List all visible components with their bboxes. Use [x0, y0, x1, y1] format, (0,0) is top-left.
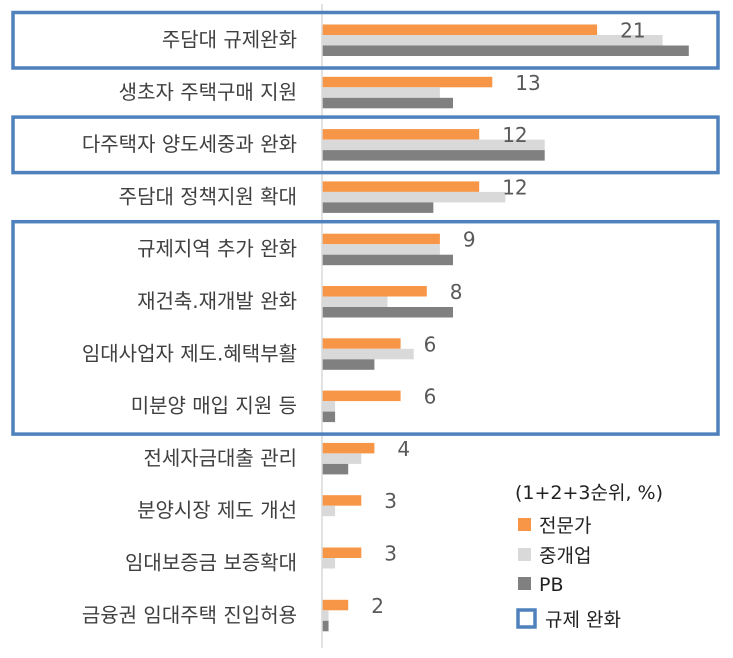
bar-series-2-cat-12	[322, 610, 329, 621]
bar-series-1-cat-11	[322, 547, 362, 558]
value-label: 3	[384, 542, 397, 566]
value-label: 6	[424, 385, 437, 409]
bar-series-3-cat-4	[322, 202, 434, 213]
bar-series-3-cat-9	[322, 463, 349, 475]
category-label: 금융권 임대주택 진입허용	[82, 603, 297, 627]
bar-series-1-cat-1	[322, 24, 598, 35]
bar-series-3-cat-2	[322, 97, 453, 109]
value-label: 21	[620, 19, 645, 43]
category-label: 임대보증금 보증확대	[125, 551, 297, 575]
bar-series-3-cat-6	[322, 307, 453, 318]
bar-series-1-cat-7	[322, 338, 401, 349]
category-label: 다주택자 양도세중과 완화	[82, 132, 297, 156]
bar-series-2-cat-2	[322, 87, 440, 98]
value-label: 3	[384, 489, 397, 513]
bar-series-2-cat-1	[322, 35, 663, 46]
bar-series-2-cat-9	[322, 453, 362, 464]
value-label: 4	[397, 437, 410, 461]
category-label: 미분양 매입 지원 등	[131, 394, 297, 418]
bar-series-2-cat-3	[322, 139, 545, 151]
legend-label-highlight: 규제 완화	[545, 609, 621, 631]
category-label: 임대사업자 제도.혜택부활	[82, 341, 297, 365]
value-label: 12	[502, 175, 527, 199]
legend-note: (1+2+3순위, %)	[515, 482, 663, 504]
value-labels: 21 13 12 12 9 8 6 6 4 3 3 2	[371, 19, 645, 618]
legend-swatch-series-1	[518, 518, 531, 531]
bar-series-3-cat-3	[322, 150, 545, 161]
bar-series-3-cat-12	[322, 620, 329, 632]
bar-series-1-cat-6	[322, 286, 427, 297]
bar-series-1-cat-9	[322, 442, 375, 454]
legend-swatch-highlight	[516, 608, 537, 629]
category-label: 주담대 정책지원 확대	[119, 184, 297, 208]
category-label: 생초자 주택구매 지원	[119, 80, 297, 104]
legend-label-series-1: 전문가	[539, 515, 591, 537]
bar-series-3-cat-5	[322, 254, 453, 266]
bars-layer	[322, 24, 689, 632]
value-label: 2	[371, 594, 384, 618]
highlight-boxes	[11, 10, 720, 436]
value-label: 6	[424, 332, 437, 356]
legend-label-series-2: 중개업	[539, 545, 591, 567]
bar-series-2-cat-10	[322, 505, 336, 517]
bar-series-3-cat-7	[322, 359, 375, 370]
highlight-box-3	[11, 219, 720, 436]
category-label: 분양시장 제도 개선	[137, 498, 297, 522]
bar-series-1-cat-3	[322, 129, 480, 140]
bar-series-2-cat-11	[322, 558, 336, 569]
legend-label-series-3: PB	[539, 574, 564, 596]
bar-series-2-cat-5	[322, 244, 440, 255]
category-label: 주담대 규제완화	[162, 28, 297, 52]
value-label: 13	[515, 71, 540, 95]
bar-series-2-cat-6	[322, 296, 388, 307]
highlight-box-2	[11, 115, 720, 175]
bar-series-1-cat-2	[322, 76, 493, 88]
value-label: 12	[502, 123, 527, 147]
legend: (1+2+3순위, %) 전문가 중개업 PB 규제 완화	[515, 482, 663, 631]
bar-series-1-cat-5	[322, 233, 440, 245]
category-label: 규제지역 추가 완화	[137, 237, 297, 261]
legend-swatch-series-2	[518, 548, 531, 561]
bar-series-1-cat-4	[322, 181, 480, 192]
bar-series-3-cat-8	[322, 411, 336, 423]
bar-series-2-cat-4	[322, 191, 506, 203]
bar-series-3-cat-1	[322, 45, 689, 56]
bar-series-1-cat-12	[322, 599, 349, 611]
value-label: 8	[450, 280, 463, 304]
bar-series-1-cat-8	[322, 390, 401, 402]
bar-series-2-cat-8	[322, 401, 336, 412]
bar-series-2-cat-7	[322, 348, 414, 360]
category-label: 전세자금대출 관리	[143, 446, 297, 470]
legend-swatch-series-3	[518, 577, 531, 590]
category-label: 재건축.재개발 완화	[137, 289, 297, 313]
value-label: 9	[463, 228, 476, 252]
bar-series-1-cat-10	[322, 495, 362, 506]
highlight-box-1	[11, 10, 720, 70]
